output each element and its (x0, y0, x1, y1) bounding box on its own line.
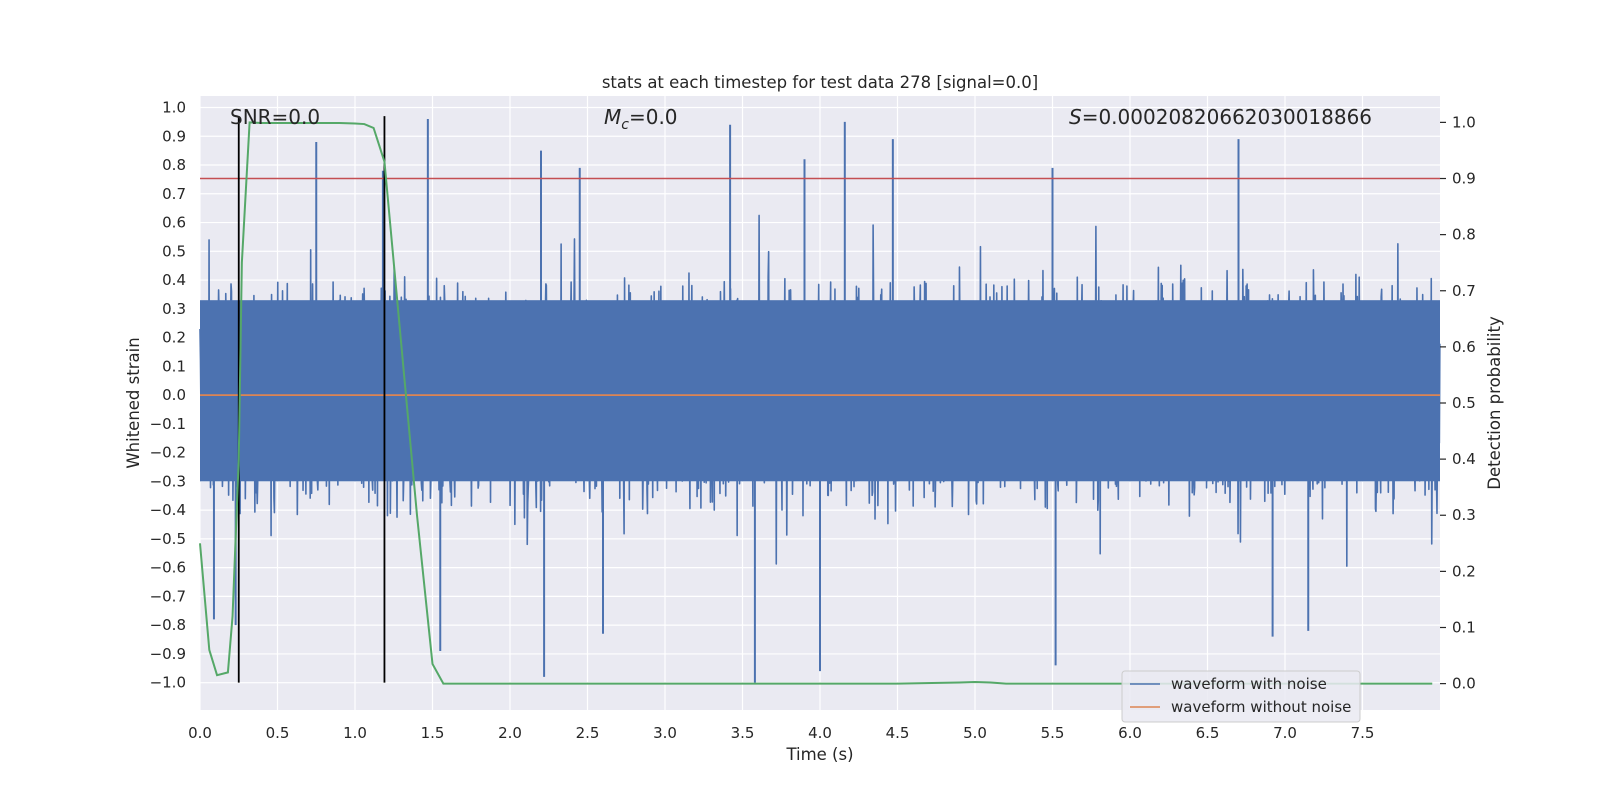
y-tick-label: 0.6 (162, 214, 186, 232)
y-tick-label: 0.7 (162, 185, 186, 203)
y-tick-label: 0.1 (162, 357, 186, 375)
y-tick-label: 0.9 (162, 127, 186, 145)
y-tick-label: −0.7 (150, 587, 186, 605)
right-tick-label: 0.7 (1452, 282, 1476, 300)
s-statistic-annotation: S=0.00020820662030018866 (1069, 105, 1372, 129)
right-axis-label: Detection probability (1485, 316, 1504, 490)
y-tick-label: −0.1 (150, 415, 186, 433)
x-tick-label: 3.0 (653, 724, 677, 742)
overlay-lines (199, 116, 1440, 685)
x-tick-label: 5.5 (1041, 724, 1065, 742)
y-tick-label: −0.2 (150, 444, 186, 462)
x-tick-label: 4.5 (886, 724, 910, 742)
x-tick-label: 0.0 (188, 724, 212, 742)
y-tick-label: 1.0 (162, 99, 186, 117)
y-tick-label: −0.5 (150, 530, 186, 548)
x-tick-label: 6.5 (1196, 724, 1220, 742)
x-tick-label: 2.0 (498, 724, 522, 742)
y-tick-label: 0.5 (162, 242, 186, 260)
legend-clean-label: waveform without noise (1171, 698, 1351, 716)
y-tick-label: −0.9 (150, 645, 186, 663)
right-tick-label: 0.4 (1452, 450, 1476, 468)
x-tick-label: 7.0 (1273, 724, 1297, 742)
legend-noise-label: waveform with noise (1171, 675, 1327, 693)
right-tick-label: 0.5 (1452, 394, 1476, 412)
y-tick-label: −1.0 (150, 674, 186, 692)
right-tick-label: 0.3 (1452, 506, 1476, 524)
chart-title: stats at each timestep for test data 278… (602, 73, 1038, 92)
y-axis-label: Whitened strain (124, 337, 143, 468)
right-axis-ticks: 1.0 0.9 0.8 0.7 0.6 0.5 0.4 0.3 0.2 0.1 0.0 (1440, 113, 1476, 693)
right-tick-label: 0.2 (1452, 562, 1476, 580)
y-tick-label: 0.3 (162, 300, 186, 318)
chirp-mass-annotation: Mc=0.0 (604, 105, 678, 133)
right-tick-label: 0.0 (1452, 675, 1476, 693)
right-tick-label: 0.8 (1452, 226, 1476, 244)
y-tick-label: −0.8 (150, 616, 186, 634)
x-tick-label: 0.5 (266, 724, 290, 742)
x-tick-label: 7.5 (1351, 724, 1375, 742)
x-tick-label: 1.0 (343, 724, 367, 742)
right-tick-label: 1.0 (1452, 113, 1476, 131)
x-tick-label: 5.0 (963, 724, 987, 742)
legend: waveform with noise waveform without noi… (1121, 670, 1361, 723)
s-statistic-symbol: S (1069, 105, 1082, 129)
x-tick-label: 3.5 (731, 724, 755, 742)
y-tick-label: 0.8 (162, 156, 186, 174)
x-tick-label: 6.0 (1118, 724, 1142, 742)
right-tick-label: 0.9 (1452, 170, 1476, 188)
y-tick-label: 0.0 (162, 386, 186, 404)
x-tick-label: 1.5 (421, 724, 445, 742)
y-tick-label: 0.2 (162, 329, 186, 347)
y-tick-label: −0.4 (150, 501, 186, 519)
x-axis-label: Time (s) (785, 745, 853, 764)
x-tick-label: 2.5 (576, 724, 600, 742)
y-axis-ticks: 1.0 0.9 0.8 0.7 0.6 0.5 0.4 0.3 0.2 0.1 0.0 −0.1 −0.… (150, 99, 186, 692)
snr-annotation: SNR=0.0 (230, 105, 320, 129)
right-tick-label: 0.1 (1452, 618, 1476, 636)
legend-box (1121, 670, 1361, 723)
y-tick-label: −0.6 (150, 559, 186, 577)
x-axis-ticks: 0.0 0.5 1.0 1.5 2.0 2.5 3.0 3.5 4.0 4.5 5.0 5.5 6.0 6… (188, 724, 1374, 742)
chirp-mass-value: =0.0 (629, 105, 678, 129)
chirp-mass-symbol: M (604, 105, 621, 129)
s-statistic-value: =0.00020820662030018866 (1082, 105, 1372, 129)
y-tick-label: 0.4 (162, 271, 186, 289)
noisy-waveform-series (199, 119, 1441, 683)
chirp-mass-subscript: c (621, 117, 629, 133)
y-tick-label: −0.3 (150, 472, 186, 490)
detection-probability-line (199, 121, 1433, 685)
x-tick-label: 4.0 (808, 724, 832, 742)
right-tick-label: 0.6 (1452, 338, 1476, 356)
